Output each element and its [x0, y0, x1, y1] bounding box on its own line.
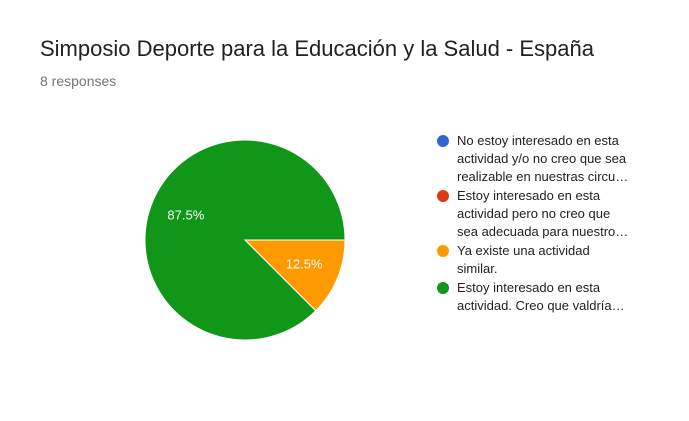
chart-title: Simposio Deporte para la Educación y la … — [40, 36, 594, 61]
legend-item-interested[interactable]: Estoy interesado en esta actividad. Creo… — [437, 279, 667, 315]
legend-label-line: realizable en nuestras circu… — [457, 169, 629, 184]
legend-swatch-orange — [437, 245, 449, 257]
legend-swatch-blue — [437, 135, 449, 147]
legend-label-line: No estoy interesado en esta — [457, 133, 619, 148]
chart-legend: No estoy interesado en esta actividad y/… — [437, 132, 667, 316]
pie-slice[interactable] — [243, 239, 346, 312]
legend-swatch-green — [437, 282, 449, 294]
pie-chart: 12.5% 87.5% — [144, 139, 346, 341]
legend-label-line: sea adecuada para nuestro… — [457, 224, 629, 239]
pie-slice-label: 87.5% — [167, 208, 204, 223]
legend-label-line: actividad y/o no creo que sea — [457, 151, 627, 166]
pie-slice-label: 12.5% — [286, 256, 323, 271]
legend-label-line: actividad. Creo que valdría… — [457, 298, 625, 313]
legend-swatch-red — [437, 190, 449, 202]
legend-item-not-interested[interactable]: No estoy interesado en esta actividad y/… — [437, 132, 667, 186]
legend-item-interested-not-adequate[interactable]: Estoy interesado en esta actividad pero … — [437, 187, 667, 241]
legend-item-already-exists[interactable]: Ya existe una actividad similar. — [437, 242, 667, 278]
legend-label-line: Ya existe una actividad — [457, 243, 590, 258]
legend-label-line: actividad pero no creo que — [457, 206, 611, 221]
legend-label-line: Estoy interesado en esta — [457, 280, 601, 295]
pie-slice[interactable] — [144, 139, 346, 341]
response-count: 8 responses — [40, 73, 117, 89]
legend-label-line: similar. — [457, 261, 498, 276]
legend-label-line: Estoy interesado en esta — [457, 188, 601, 203]
